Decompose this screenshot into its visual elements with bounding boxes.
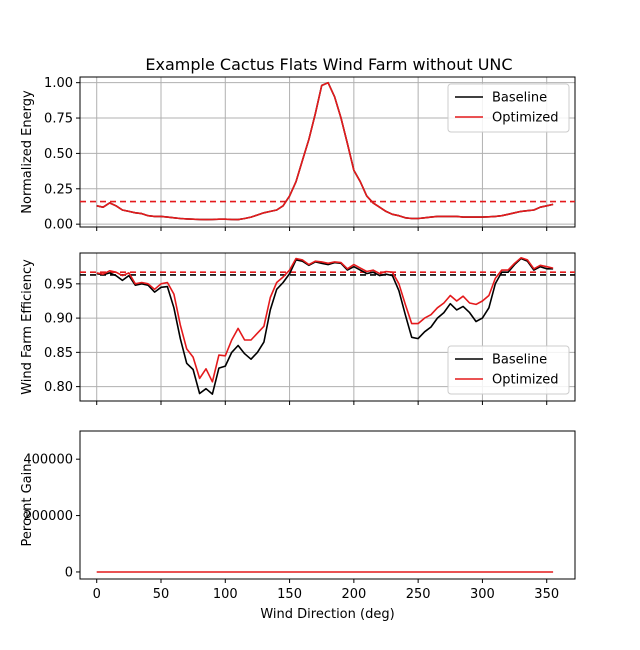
- x-tick-label: 50: [153, 587, 170, 602]
- x-tick-label: 200: [341, 587, 366, 602]
- legend-box: [447, 345, 570, 395]
- series-line-optimized: [96, 81, 554, 221]
- axes-frame: [79, 430, 576, 580]
- y-axis-label: Wind Farm Efficiency: [20, 259, 35, 395]
- y-tick-label: 0.85: [44, 346, 73, 361]
- y-tick-label: 0.75: [44, 112, 73, 127]
- panel-3: 0 200000 400000 0 50 100 150 200 250 300 350 Percen…: [20, 430, 576, 622]
- legend: Baseline Optimized: [447, 345, 570, 395]
- y-tick-label: 0: [65, 565, 73, 580]
- y-tick-label: 0.80: [44, 380, 73, 395]
- axes-frame: [79, 76, 576, 228]
- series-line-baseline: [96, 257, 554, 395]
- y-axis-label: Percent Gain: [20, 464, 35, 547]
- x-tick-label: 0: [93, 587, 101, 602]
- legend: Baseline Optimized: [447, 83, 570, 133]
- series-line-optimized: [96, 256, 554, 383]
- x-tick-label: 150: [277, 587, 302, 602]
- axes-frame: [79, 252, 576, 402]
- legend-label: Baseline: [492, 353, 547, 368]
- panel-1: 0.00 0.25 0.50 0.75 1.00 Normalized Energy Bas…: [20, 76, 576, 233]
- x-tick-label: 300: [470, 587, 495, 602]
- x-tick-label: 250: [406, 587, 431, 602]
- y-tick-label: 0.50: [44, 147, 73, 162]
- x-tick-label: 350: [534, 587, 559, 602]
- y-axis-label: Normalized Energy: [20, 90, 35, 214]
- panel-2: 0.80 0.85 0.90 0.95 Wind Farm Efficiency Base…: [20, 252, 576, 405]
- x-tick-label: 100: [213, 587, 238, 602]
- y-tick-label: 200000: [23, 509, 73, 524]
- figure-title: Example Cactus Flats Wind Farm without U…: [145, 55, 512, 74]
- y-tick-label: 0.95: [44, 277, 73, 292]
- plot-area: [80, 256, 575, 395]
- legend-label: Baseline: [492, 91, 547, 106]
- x-axis-label: Wind Direction (deg): [260, 607, 394, 622]
- legend-label: Optimized: [492, 373, 559, 388]
- plot-area: [80, 81, 575, 221]
- y-tick-label: 1.00: [44, 76, 73, 91]
- y-tick-label: 400000: [23, 453, 73, 468]
- y-tick-label: 0.90: [44, 312, 73, 327]
- y-tick-label: 0.00: [44, 218, 73, 233]
- y-tick-label: 0.25: [44, 182, 73, 197]
- legend-label: Optimized: [492, 111, 559, 126]
- legend-box: [447, 83, 570, 133]
